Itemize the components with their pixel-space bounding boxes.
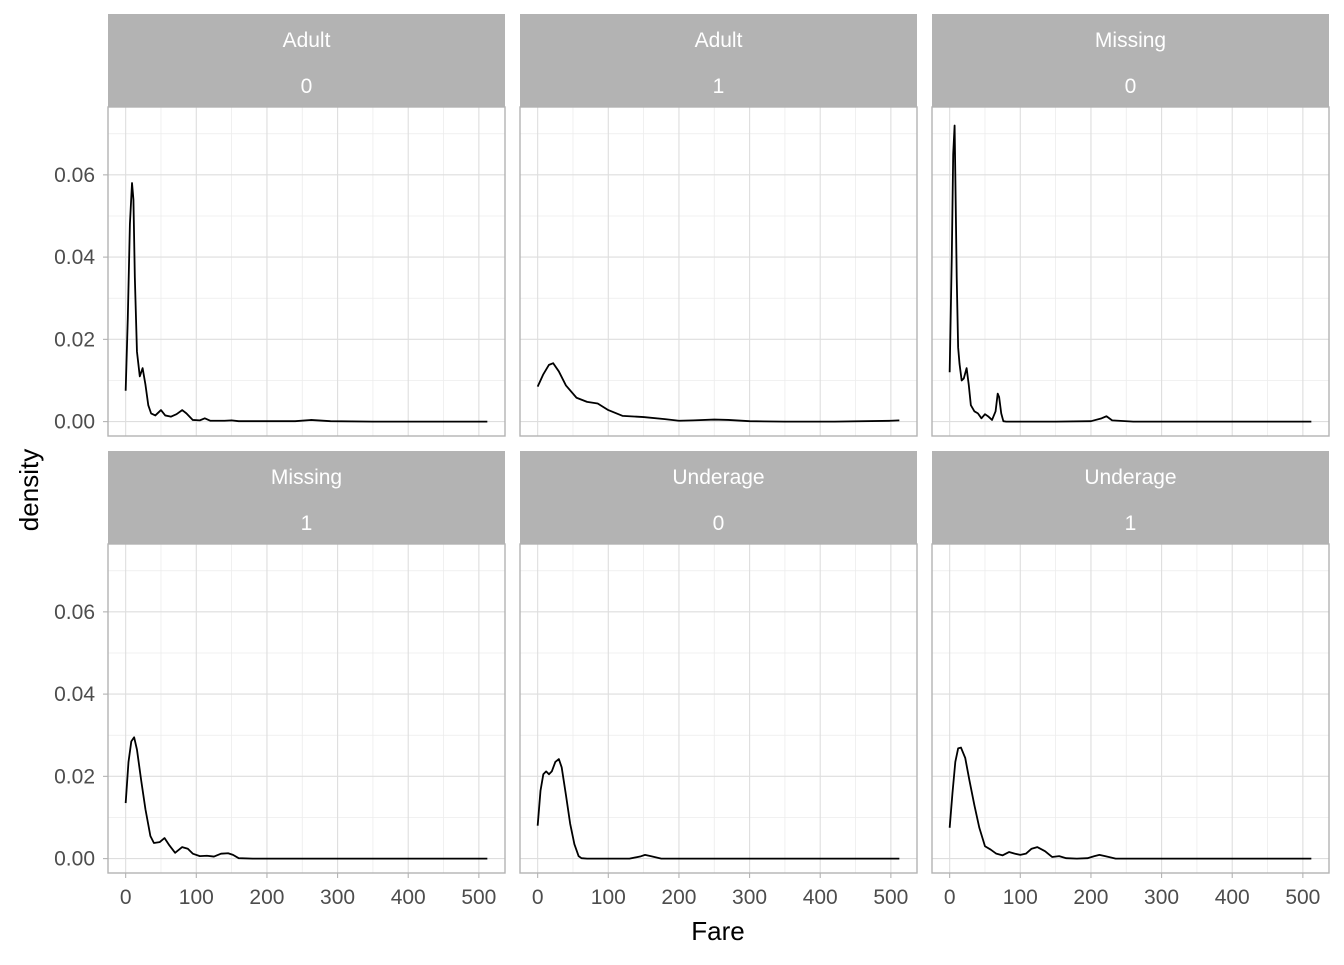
facet-strip-label-age: Adult: [695, 29, 743, 52]
x-tick-label: 0: [944, 886, 956, 909]
panel-border: [519, 106, 918, 437]
panel-background: [108, 107, 505, 436]
x-tick-label: 100: [1003, 886, 1038, 909]
x-tick-label: 400: [803, 886, 838, 909]
x-tick-label: 200: [661, 886, 696, 909]
density-line: [536, 758, 900, 860]
x-tick-label: 400: [391, 886, 426, 909]
facet-strip-label-age: Underage: [672, 466, 764, 489]
panel-border: [107, 106, 506, 437]
x-tick-label: 0: [120, 886, 132, 909]
density-line: [536, 362, 900, 423]
panel-border: [931, 543, 1330, 874]
density-line: [124, 182, 488, 423]
panel-background: [932, 544, 1329, 873]
panel-background: [932, 107, 1329, 436]
y-tick-label: 0.02: [54, 328, 95, 351]
facet-strip: [520, 451, 917, 544]
y-tick-label: 0.04: [54, 246, 95, 269]
density-line: [124, 736, 488, 860]
facet-strip: [932, 451, 1329, 544]
y-tick-label: 0.00: [54, 411, 95, 434]
x-tick-label: 0: [532, 886, 544, 909]
facet-strip-label-age: Missing: [271, 466, 342, 489]
facet-strip-label-age: Underage: [1084, 466, 1176, 489]
y-axis-title: density: [14, 449, 44, 531]
facet-strip-label-age: Missing: [1095, 29, 1166, 52]
x-tick-label: 500: [873, 886, 908, 909]
panel-border: [931, 106, 1330, 437]
facet-strip: [932, 14, 1329, 107]
x-tick-label: 300: [320, 886, 355, 909]
facet-strip-label-survived: 1: [1125, 512, 1137, 535]
x-tick-label: 200: [1073, 886, 1108, 909]
panel-background: [520, 107, 917, 436]
x-tick-label: 500: [1285, 886, 1320, 909]
facet-strip-label-age: Adult: [283, 29, 331, 52]
x-tick-label: 100: [591, 886, 626, 909]
facet-strip: [520, 14, 917, 107]
panel-background: [520, 544, 917, 873]
facet-strip-label-survived: 0: [301, 75, 313, 98]
panel-background: [108, 544, 505, 873]
y-tick-label: 0.06: [54, 601, 95, 624]
x-axis-title: Fare: [691, 916, 744, 946]
panel-border: [519, 543, 918, 874]
facet-strip: [108, 14, 505, 107]
x-tick-label: 400: [1215, 886, 1250, 909]
x-tick-label: 200: [249, 886, 284, 909]
x-tick-label: 100: [179, 886, 214, 909]
facet-strip-label-survived: 1: [713, 75, 725, 98]
facet-strip-label-survived: 0: [1125, 75, 1137, 98]
facet-strip-label-survived: 0: [713, 512, 725, 535]
x-tick-label: 300: [1144, 886, 1179, 909]
x-tick-label: 500: [461, 886, 496, 909]
panel-border: [107, 543, 506, 874]
facet-strip-label-survived: 1: [301, 512, 313, 535]
y-tick-label: 0.00: [54, 848, 95, 871]
y-tick-label: 0.06: [54, 164, 95, 187]
facet-strip: [108, 451, 505, 544]
y-tick-label: 0.04: [54, 683, 95, 706]
x-tick-label: 300: [732, 886, 767, 909]
density-line: [948, 124, 1312, 423]
density-line: [948, 746, 1312, 860]
y-tick-label: 0.02: [54, 765, 95, 788]
